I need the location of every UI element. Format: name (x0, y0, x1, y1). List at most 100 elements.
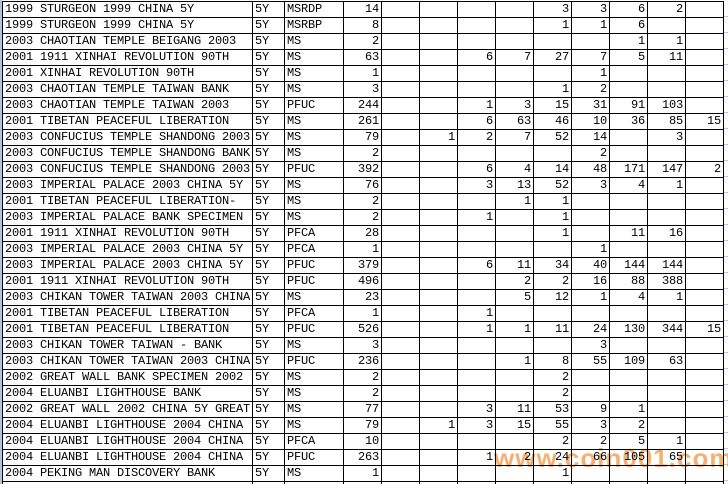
cell-grade-count[interactable] (381, 161, 421, 178)
cell-grade-count[interactable]: 7 (571, 49, 611, 66)
cell-grade-count[interactable]: 2 (609, 417, 649, 434)
cell-denomination[interactable]: 5Y (252, 65, 286, 82)
cell-grade-count[interactable] (533, 65, 573, 82)
cell-total[interactable]: 2 (343, 385, 383, 402)
cell-grade-count[interactable] (381, 369, 421, 386)
cell-grade-count[interactable] (381, 113, 421, 130)
cell-grade-count[interactable] (457, 273, 497, 290)
cell-description[interactable]: 2001 1911 XINHAI REVOLUTION 90TH (1, 225, 254, 242)
cell-grade-count[interactable] (457, 289, 497, 306)
cell-total[interactable]: 261 (343, 113, 383, 130)
cell-grade-count[interactable] (419, 241, 459, 258)
cell-grade-count[interactable]: 2 (685, 161, 725, 178)
cell-grade-count[interactable]: 1 (495, 353, 535, 370)
cell-grade-count[interactable] (381, 305, 421, 322)
cell-grade-count[interactable]: 1 (457, 305, 497, 322)
cell-grade-count[interactable] (419, 433, 459, 450)
cell-grade-count[interactable]: 85 (647, 113, 687, 130)
cell-grade-count[interactable]: 1 (533, 193, 573, 210)
cell-grade-count[interactable] (495, 385, 535, 402)
cell-grade-count[interactable]: 2 (533, 433, 573, 450)
cell-grade-count[interactable] (495, 209, 535, 226)
cell-grade-count[interactable]: 5 (609, 433, 649, 450)
cell-grade-count[interactable] (685, 465, 725, 482)
cell-denomination[interactable]: 5Y (252, 321, 286, 338)
cell-denomination[interactable]: 5Y (252, 97, 286, 114)
cell-denomination[interactable]: 5Y (252, 305, 286, 322)
cell-grade-count[interactable] (381, 401, 421, 418)
cell-grade-count[interactable]: 1 (609, 33, 649, 50)
cell-description[interactable] (1, 481, 254, 484)
cell-grade-count[interactable] (419, 225, 459, 242)
cell-grade-count[interactable]: 3 (571, 417, 611, 434)
cell-total[interactable]: 79 (343, 417, 383, 434)
cell-grade-count[interactable] (685, 209, 725, 226)
cell-grade-count[interactable]: 4 (609, 289, 649, 306)
cell-grade-count[interactable] (685, 273, 725, 290)
cell-grade-count[interactable] (419, 81, 459, 98)
cell-grade[interactable]: MS (284, 81, 345, 98)
cell-grade-count[interactable] (457, 433, 497, 450)
cell-total[interactable]: 28 (343, 225, 383, 242)
cell-grade-count[interactable]: 1 (457, 209, 497, 226)
cell-grade-count[interactable]: 6 (457, 161, 497, 178)
cell-grade[interactable]: MS (284, 33, 345, 50)
cell-grade-count[interactable]: 1 (533, 209, 573, 226)
cell-description[interactable]: 2003 IMPERIAL PALACE BANK SPECIMEN (1, 209, 254, 226)
cell-grade-count[interactable] (457, 385, 497, 402)
cell-grade-count[interactable] (571, 193, 611, 210)
cell-grade-count[interactable] (685, 241, 725, 258)
cell-grade-count[interactable] (419, 273, 459, 290)
cell-description[interactable]: 2003 IMPERIAL PALACE 2003 CHINA 5Y (1, 241, 254, 258)
cell-grade-count[interactable]: 1 (495, 321, 535, 338)
cell-grade-count[interactable]: 66 (571, 449, 611, 466)
cell-grade-count[interactable] (685, 177, 725, 194)
cell-grade[interactable]: MS (284, 177, 345, 194)
cell-grade[interactable]: MS (284, 385, 345, 402)
cell-grade[interactable]: MS (284, 129, 345, 146)
cell-grade-count[interactable] (685, 257, 725, 274)
cell-grade-count[interactable]: 24 (571, 321, 611, 338)
cell-grade[interactable]: PFUC (284, 161, 345, 178)
cell-grade-count[interactable]: 1 (571, 289, 611, 306)
cell-grade-count[interactable] (381, 273, 421, 290)
cell-grade-count[interactable]: 2 (571, 81, 611, 98)
cell-grade-count[interactable] (685, 193, 725, 210)
cell-grade-count[interactable]: 4 (495, 161, 535, 178)
cell-denomination[interactable]: 5Y (252, 113, 286, 130)
cell-denomination[interactable]: 5Y (252, 337, 286, 354)
cell-total[interactable]: 526 (343, 321, 383, 338)
cell-grade-count[interactable] (381, 1, 421, 18)
cell-grade-count[interactable]: 11 (533, 321, 573, 338)
cell-grade-count[interactable]: 1 (457, 321, 497, 338)
cell-grade-count[interactable]: 1 (647, 289, 687, 306)
cell-grade-count[interactable] (609, 465, 649, 482)
cell-grade-count[interactable]: 16 (647, 225, 687, 242)
cell-grade-count[interactable]: 1 (457, 449, 497, 466)
cell-grade[interactable]: MS (284, 369, 345, 386)
cell-grade-count[interactable] (419, 145, 459, 162)
cell-grade[interactable]: MS (284, 49, 345, 66)
cell-description[interactable]: 2003 IMPERIAL PALACE 2003 CHINA 5Y (1, 177, 254, 194)
cell-grade-count[interactable]: 40 (571, 257, 611, 274)
cell-grade-count[interactable] (381, 193, 421, 210)
cell-grade-count[interactable] (609, 145, 649, 162)
cell-grade-count[interactable] (609, 369, 649, 386)
cell-grade-count[interactable] (419, 193, 459, 210)
cell-grade-count[interactable] (609, 385, 649, 402)
cell-total[interactable]: 23 (343, 289, 383, 306)
cell-grade-count[interactable] (381, 321, 421, 338)
cell-grade-count[interactable] (495, 433, 535, 450)
cell-grade-count[interactable] (381, 209, 421, 226)
cell-grade[interactable]: MS (284, 289, 345, 306)
cell-grade-count[interactable]: 52 (533, 177, 573, 194)
cell-denomination[interactable]: 5Y (252, 401, 286, 418)
cell-description[interactable]: 2003 CHIKAN TOWER TAIWAN 2003 CHINA (1, 289, 254, 306)
cell-grade-count[interactable] (419, 305, 459, 322)
cell-total[interactable]: 2 (343, 33, 383, 50)
cell-grade-count[interactable]: 1 (647, 33, 687, 50)
cell-grade-count[interactable]: 1 (495, 193, 535, 210)
cell-total[interactable]: 2 (343, 369, 383, 386)
cell-description[interactable]: 2003 CHAOTIAN TEMPLE TAIWAN 2003 (1, 97, 254, 114)
cell-grade-count[interactable]: 1 (533, 81, 573, 98)
